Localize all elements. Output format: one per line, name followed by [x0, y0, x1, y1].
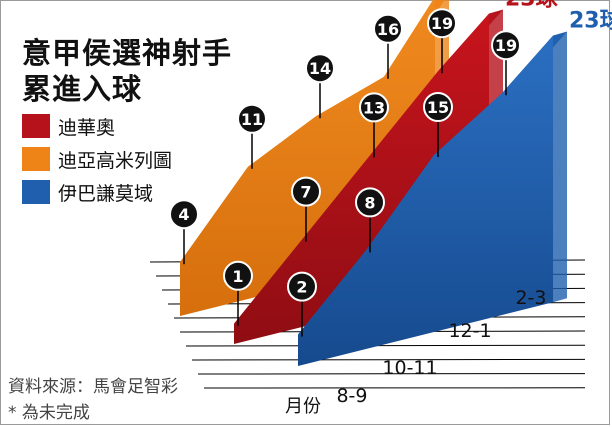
data-point-marker [223, 260, 253, 291]
label-layer: 8-910-1112-12-3月份411141622球17131923球2815… [169, 0, 612, 417]
data-point-label: 2 [296, 278, 307, 297]
legend-swatch-dewa [22, 114, 50, 138]
legend-item-ibra: 伊巴謙莫域 [22, 178, 153, 206]
chart-title-line1: 意甲侯選神射手 [22, 36, 233, 70]
data-point-marker [359, 92, 389, 123]
data-point-marker [287, 271, 317, 302]
data-point-marker [355, 187, 385, 218]
data-point-label: 16 [377, 20, 399, 39]
data-point-marker [427, 8, 457, 39]
legend-item-dewa: 迪華奧 [22, 112, 115, 140]
series-total-label: 23球 [505, 0, 559, 12]
legend-swatch-diego [22, 147, 50, 171]
x-tick-label: 12-1 [448, 320, 491, 342]
data-point-label: 15 [427, 98, 449, 117]
source-note: 資料來源：馬會足智彩 [8, 377, 178, 397]
data-point-label: 19 [431, 14, 453, 33]
data-point-marker [491, 30, 521, 61]
x-axis-label: 月份 [285, 396, 321, 417]
footnote: * 為未完成 [8, 403, 90, 423]
series-area [298, 35, 553, 367]
data-point-label: 8 [364, 193, 375, 212]
grid-line [191, 358, 586, 361]
series-layer [180, 0, 567, 367]
x-tick-label: 8-9 [336, 385, 367, 407]
grid-line [185, 344, 586, 347]
legend-item-diego: 迪亞高米列圖 [22, 145, 172, 173]
data-point-marker [305, 53, 335, 84]
data-point-marker [423, 92, 453, 122]
data-point-label: 7 [300, 183, 311, 202]
legend-swatch-ibra [22, 180, 50, 204]
chart-title-line2: 累進入球 [22, 72, 143, 106]
legend-label-diego: 迪亞高米列圖 [58, 149, 173, 172]
legend-label-ibra: 伊巴謙莫域 [58, 182, 154, 205]
data-point-marker [291, 176, 321, 207]
data-point-marker [169, 199, 199, 230]
data-point-label: 19 [495, 36, 517, 55]
x-tick-label: 2-3 [515, 287, 546, 309]
data-point-label: 13 [363, 98, 385, 117]
series-total-label: 23球 [569, 9, 612, 34]
data-point-label: 11 [241, 110, 263, 129]
legend-label-dewa: 迪華奧 [58, 116, 116, 139]
series-side-face [553, 31, 567, 303]
data-point-label: 14 [309, 59, 331, 78]
data-point-label: 4 [178, 205, 189, 224]
data-point-label: 1 [232, 267, 243, 286]
x-tick-label: 10-11 [382, 357, 437, 379]
data-point-marker [373, 13, 403, 44]
data-point-marker [237, 103, 267, 134]
